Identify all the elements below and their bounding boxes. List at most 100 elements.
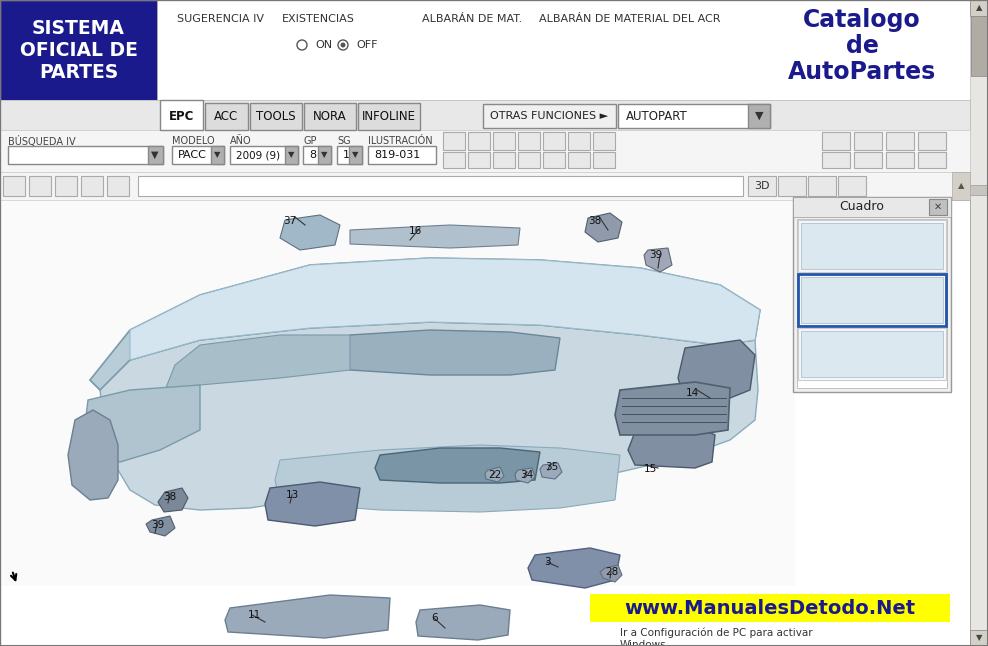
Bar [929,199,947,215]
Text: 39: 39 [649,249,663,260]
Bar [172,146,224,164]
Bar [285,146,298,164]
Bar [0,100,970,130]
Text: ▼: ▼ [352,151,359,160]
Text: 38: 38 [589,216,602,225]
Bar [493,152,515,168]
PathPatch shape [158,488,188,512]
Bar [568,152,590,168]
Text: 819-031: 819-031 [374,150,420,160]
Text: 37: 37 [284,216,296,225]
PathPatch shape [585,213,622,242]
Bar [801,277,943,323]
Bar [0,130,970,172]
PathPatch shape [90,258,760,390]
Bar [793,197,951,217]
PathPatch shape [130,258,760,360]
Bar [970,185,988,195]
Bar [838,176,866,196]
Bar [801,223,943,269]
Bar [211,146,224,164]
Text: PACC: PACC [178,150,206,160]
Text: NORA: NORA [313,110,347,123]
Text: ▼: ▼ [755,111,764,121]
Bar [918,132,946,150]
PathPatch shape [280,215,340,250]
Bar [157,0,158,100]
Bar [8,146,163,164]
Text: ON: ON [315,40,332,50]
Text: 19: 19 [343,150,357,160]
Text: EPC: EPC [169,110,195,123]
Bar [0,0,970,100]
Text: OFF: OFF [356,40,377,50]
Bar [205,103,248,130]
Text: AUTOPART: AUTOPART [626,110,688,123]
Text: 11: 11 [248,609,261,620]
Bar [518,152,540,168]
Text: INFOLINE: INFOLINE [362,110,416,123]
Text: ▼: ▼ [976,634,982,643]
Text: SUGERENCIA IV: SUGERENCIA IV [177,14,264,24]
Text: ACC: ACC [214,110,239,123]
Bar [468,132,490,150]
Text: BÚSQUEDA IV: BÚSQUEDA IV [8,136,76,147]
Text: TOOLS: TOOLS [256,110,295,123]
Bar [443,152,465,168]
Bar [443,132,465,150]
Bar [798,274,946,326]
Bar [107,176,129,196]
Bar [822,152,850,168]
Bar [822,132,850,150]
Text: GP: GP [303,136,316,146]
Text: Cuadro: Cuadro [840,200,884,213]
Ellipse shape [338,40,348,50]
Bar [250,103,302,130]
Bar [0,200,970,646]
Bar [970,0,988,16]
PathPatch shape [225,595,390,638]
Bar [304,103,356,130]
Text: ▼: ▼ [321,151,327,160]
Text: www.ManualesDetodo.Net: www.ManualesDetodo.Net [624,598,916,618]
Bar [568,132,590,150]
Text: ▼: ▼ [151,150,159,160]
Bar [798,220,946,272]
PathPatch shape [90,322,758,510]
Text: ✕: ✕ [934,202,943,212]
Bar [854,152,882,168]
PathPatch shape [85,385,200,462]
Bar [148,146,163,164]
Bar [970,0,988,646]
Text: 39: 39 [151,519,164,530]
PathPatch shape [345,330,560,375]
Text: 38: 38 [163,492,177,501]
Text: OTRAS FUNCIONES ►: OTRAS FUNCIONES ► [490,111,609,121]
Text: EXISTENCIAS: EXISTENCIAS [282,14,355,24]
Text: 28: 28 [605,567,618,577]
Text: ▲: ▲ [957,182,964,191]
Bar [0,200,795,646]
Bar [349,146,362,164]
Bar [801,331,943,377]
Bar [971,76,987,630]
Bar [543,132,565,150]
Text: SISTEMA
OFICIAL DE
PARTES: SISTEMA OFICIAL DE PARTES [20,19,137,81]
Ellipse shape [297,40,307,50]
Text: 3: 3 [543,557,550,567]
Bar [593,152,615,168]
Text: 2009 (9): 2009 (9) [236,150,281,160]
Bar [55,176,77,196]
Bar [797,219,947,388]
Bar [358,103,420,130]
Bar [593,132,615,150]
Bar [0,586,970,646]
Bar [81,176,103,196]
Text: 8: 8 [309,150,316,160]
Bar [970,630,988,646]
PathPatch shape [146,516,175,536]
Text: 13: 13 [286,490,299,499]
PathPatch shape [615,382,730,435]
PathPatch shape [275,445,620,512]
Text: 15: 15 [643,463,657,474]
